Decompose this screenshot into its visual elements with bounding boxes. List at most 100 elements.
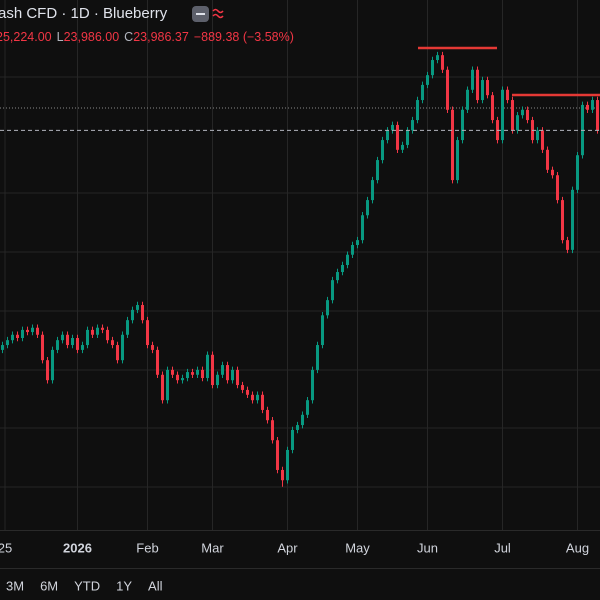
candle-body — [256, 394, 259, 401]
candle-body — [136, 305, 139, 310]
range-button[interactable]: YTD — [74, 578, 100, 593]
candle-body — [221, 365, 224, 375]
candle-body — [596, 100, 599, 131]
candle-body — [111, 340, 114, 346]
candle-body — [151, 345, 154, 350]
candle-body — [281, 469, 284, 481]
candle-body — [406, 130, 409, 145]
candle-body — [566, 240, 569, 250]
candle-body — [76, 338, 79, 350]
candle-body — [526, 109, 529, 121]
candle-body — [501, 89, 504, 141]
candle-body — [251, 394, 254, 401]
range-button[interactable]: All — [148, 578, 163, 593]
candle-body — [81, 345, 84, 350]
candle-body — [31, 327, 34, 333]
candle-body — [316, 345, 319, 370]
candle-body — [216, 374, 219, 386]
x-tick-label: Aug — [566, 540, 589, 555]
candle-body — [201, 369, 204, 379]
candle-body — [271, 420, 274, 441]
candle-body — [576, 155, 579, 190]
candle-body — [511, 100, 514, 131]
candle-body — [536, 130, 539, 141]
candle-body — [161, 374, 164, 401]
candle-body — [301, 414, 304, 426]
candle-body — [491, 95, 494, 121]
candle-body — [211, 354, 214, 386]
candle-body — [116, 345, 119, 361]
candle-body — [191, 372, 194, 375]
candle-body — [371, 180, 374, 201]
candle-body — [416, 100, 419, 121]
candle-body — [231, 369, 234, 381]
candle-body — [276, 440, 279, 470]
compare-icon[interactable] — [212, 8, 224, 19]
grid — [0, 0, 600, 530]
candle-body — [41, 334, 44, 361]
candle-body — [551, 169, 554, 176]
candle-body — [426, 75, 429, 85]
candle-body — [296, 425, 299, 430]
legend-high: 25,224.00 — [0, 30, 52, 44]
candle-body — [96, 327, 99, 335]
symbol-title[interactable]: ash CFD · 1D · Blueberry — [0, 5, 168, 22]
candle-body — [166, 369, 169, 401]
candle-body — [71, 338, 74, 346]
range-button[interactable]: 3M — [6, 578, 24, 593]
candle-body — [441, 55, 444, 70]
x-tick-label: Jun — [417, 540, 438, 555]
range-button[interactable]: 1Y — [116, 578, 132, 593]
candle-body — [476, 69, 479, 101]
candle-body — [331, 280, 334, 301]
candle-body — [141, 305, 144, 321]
candle-body — [521, 109, 524, 116]
candle-body — [356, 240, 359, 245]
ohlc-legend: 25,224.00 L23,986.00 C23,986.37 −889.38 (−3… — [0, 30, 294, 44]
time-axis — [0, 530, 600, 568]
candle-body — [386, 130, 389, 141]
candle-body — [351, 244, 354, 255]
candle-body — [286, 449, 289, 481]
candle-body — [176, 374, 179, 381]
candle-body — [321, 315, 324, 346]
candle-body — [226, 365, 229, 381]
candle-body — [206, 354, 209, 379]
candles — [0, 51, 600, 487]
candle-body — [181, 378, 184, 381]
candle-body — [431, 60, 434, 76]
candle-body — [446, 69, 449, 110]
candle-body — [51, 349, 54, 381]
x-tick-label: Jul — [494, 540, 511, 555]
x-tick-label: 25 — [0, 540, 12, 555]
candle-body — [46, 360, 49, 381]
candle-body — [261, 394, 264, 410]
candle-body — [481, 80, 484, 101]
candle-body — [311, 369, 314, 401]
candle-body — [341, 265, 344, 273]
candle-body — [291, 429, 294, 450]
candle-body — [556, 175, 559, 201]
candle-body — [466, 89, 469, 110]
candle-body — [186, 372, 189, 379]
candle-body — [11, 334, 14, 341]
candle-body — [16, 334, 19, 339]
candle-body — [361, 215, 364, 241]
candle-body — [91, 329, 94, 335]
candle-body — [241, 385, 244, 390]
candle-body — [6, 340, 9, 346]
candle-body — [106, 329, 109, 341]
candle-body — [381, 140, 384, 161]
range-button[interactable]: 6M — [40, 578, 58, 593]
candle-body — [541, 130, 544, 150]
candle-body — [131, 309, 134, 321]
legend-close-label: C — [124, 30, 133, 44]
candle-body — [246, 389, 249, 395]
candle-body — [436, 55, 439, 61]
x-tick-label: 2026 — [63, 540, 92, 555]
candle-body — [21, 329, 24, 339]
candle-body — [586, 104, 589, 110]
candle-body — [486, 80, 489, 96]
candle-body — [401, 144, 404, 150]
candle-body — [506, 89, 509, 101]
